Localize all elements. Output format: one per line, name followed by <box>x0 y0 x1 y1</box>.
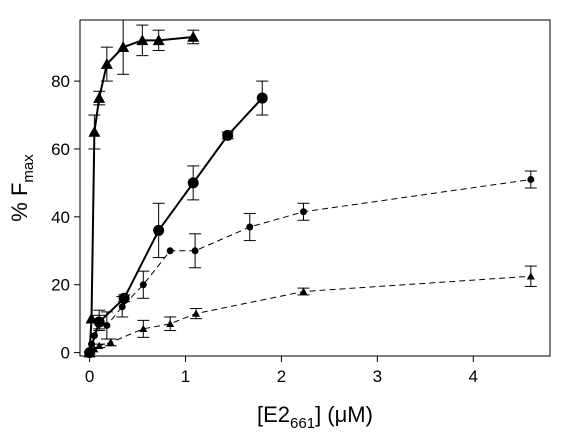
data-point <box>106 338 115 346</box>
data-point <box>88 126 101 137</box>
y-tick-label: 60 <box>51 140 70 159</box>
data-point <box>103 321 111 329</box>
data-point <box>246 223 254 231</box>
data-point <box>139 324 148 333</box>
data-point <box>88 340 96 348</box>
data-point <box>526 272 535 280</box>
data-point <box>256 92 268 104</box>
data-point <box>299 208 307 216</box>
y-tick-label: 40 <box>51 208 70 227</box>
data-point <box>117 41 130 52</box>
data-point <box>136 34 149 46</box>
x-axis-label: [E2661] (μM) <box>257 402 373 432</box>
data-point <box>153 224 165 236</box>
data-point <box>118 292 130 304</box>
data-point <box>187 177 199 189</box>
data-point <box>299 287 308 295</box>
data-point <box>90 332 98 340</box>
plot-marks <box>83 19 537 359</box>
data-point <box>187 30 200 42</box>
data-point <box>139 281 147 289</box>
x-tick-label: 3 <box>373 367 382 386</box>
x-tick-label: 4 <box>469 367 478 386</box>
data-point <box>118 303 126 311</box>
y-tick-label: 0 <box>61 344 70 363</box>
x-tick-label: 2 <box>277 367 286 386</box>
data-point <box>222 129 234 141</box>
data-point <box>93 92 106 103</box>
y-axis-label: % Fmax <box>7 154 37 222</box>
data-point <box>527 176 535 184</box>
data-point <box>166 247 174 255</box>
data-point <box>191 247 199 255</box>
series-3-line <box>89 179 531 353</box>
data-point <box>152 34 165 46</box>
plot-area <box>79 19 551 357</box>
data-point <box>95 316 103 324</box>
data-point <box>95 341 104 350</box>
y-tick-label: 20 <box>51 276 70 295</box>
x-tick-label: 1 <box>181 367 190 386</box>
data-point <box>100 58 113 69</box>
x-tick-label: 0 <box>85 367 94 386</box>
data-point <box>90 345 99 353</box>
data-point <box>166 319 175 327</box>
y-tick-label: 80 <box>51 72 70 91</box>
data-point <box>192 309 201 317</box>
